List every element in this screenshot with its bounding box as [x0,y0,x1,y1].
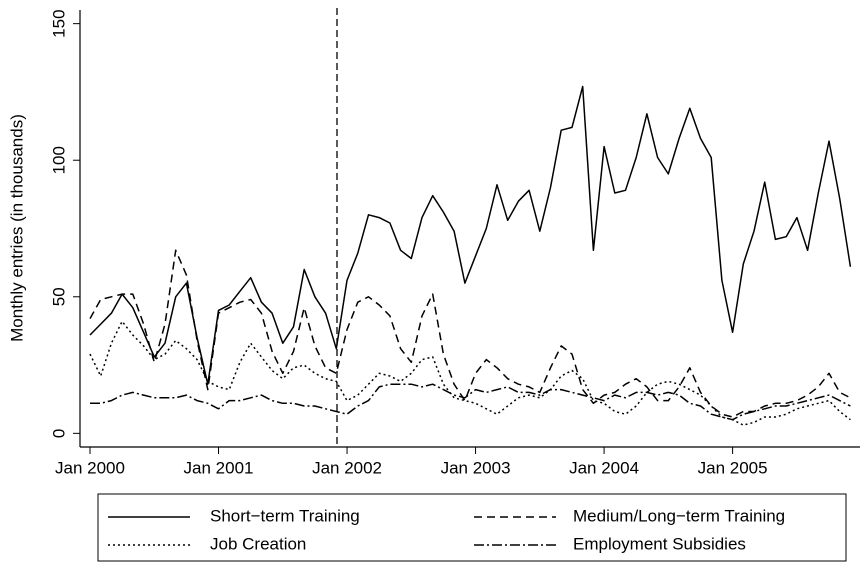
y-axis-label: Monthly entries (in thousands) [7,114,26,342]
series-line [89,249,851,418]
y-tick-label: 0 [49,429,68,438]
y-tick-label: 50 [49,287,68,306]
legend-label: Employment Subsidies [573,534,746,553]
y-tick-label: 150 [49,9,68,37]
legend-label: Job Creation [210,534,306,553]
x-tick-label: Jan 2002 [312,458,382,477]
series-line [90,383,851,421]
x-tick-label: Jan 2005 [698,458,768,477]
x-tick-label: Jan 2004 [569,458,639,477]
series-line [89,85,852,385]
legend-box [97,493,847,562]
x-tick-label: Jan 2000 [55,458,125,477]
x-tick-label: Jan 2001 [184,458,254,477]
legend-label: Medium/Long−term Training [573,506,785,525]
x-tick-label: Jan 2003 [441,458,511,477]
y-tick-label: 100 [49,146,68,174]
legend-label: Short−term Training [210,506,360,525]
